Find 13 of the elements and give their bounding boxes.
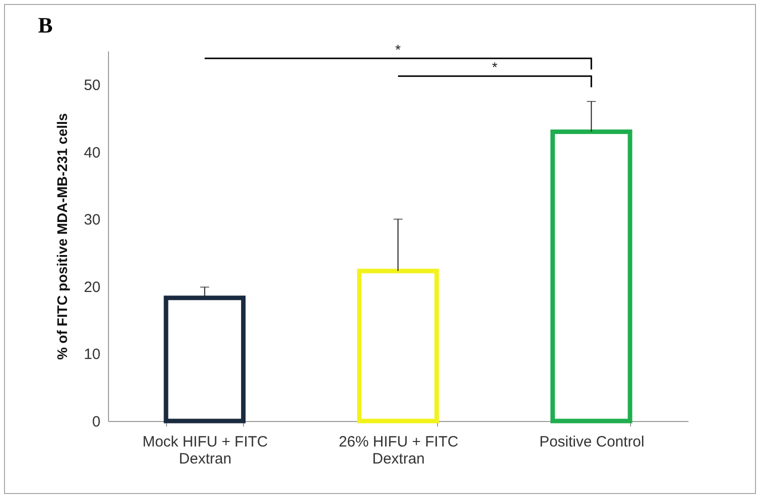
x-tick-label: Positive Control (539, 434, 644, 450)
y-tick-label: 30 (84, 212, 100, 229)
y-tick-label: 40 (84, 144, 100, 162)
annotation: * (395, 41, 402, 58)
x-tick-label: Mock HIFU + FITC Dextran (142, 434, 268, 468)
chart-title: B (38, 12, 53, 38)
y-tick-label: 0 (92, 414, 100, 430)
y-tick-label: 50 (84, 77, 100, 94)
annotation: * (492, 59, 498, 76)
y-tick-label: 20 (84, 278, 100, 296)
x-tick-label: 26% HIFU + FITC Dextran (338, 434, 458, 468)
y-axis-title: % of FITC positive MDA-MB-231 cells (54, 112, 70, 360)
y-tick-label: 10 (84, 346, 100, 364)
